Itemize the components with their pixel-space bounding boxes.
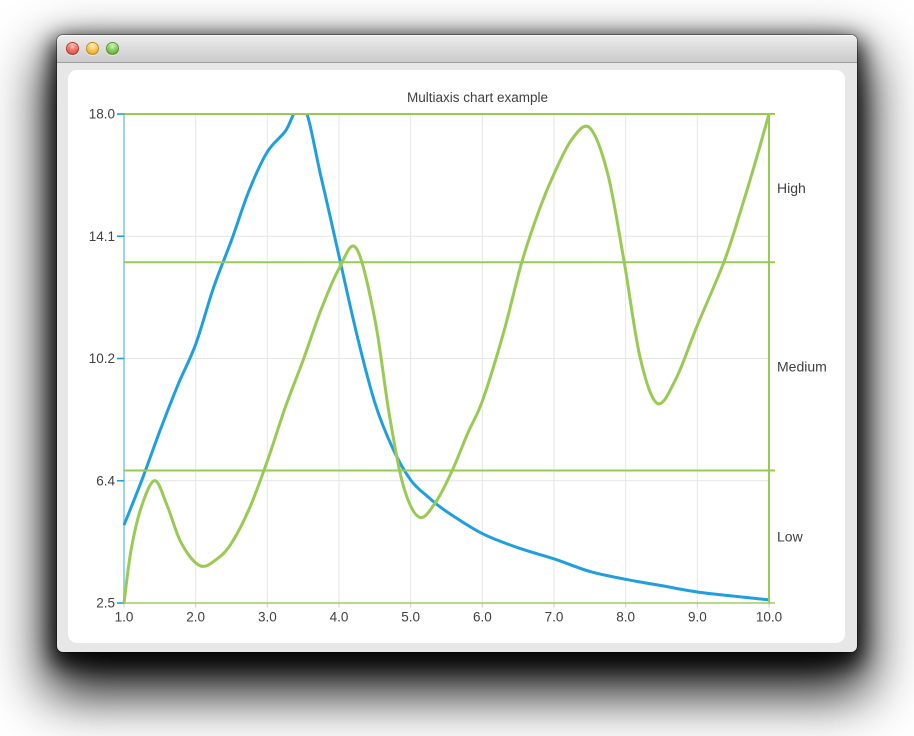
x-tick-label: 1.0 bbox=[115, 610, 134, 625]
category-label: Medium bbox=[777, 358, 827, 374]
series2-line bbox=[122, 114, 771, 604]
y-tick-label: 10.2 bbox=[89, 351, 115, 366]
chart-view: Multiaxis chart example 2.5 6.4 10.2 14.1 18.… bbox=[68, 70, 845, 643]
x-tick-label: 5.0 bbox=[401, 610, 420, 625]
y-tick-label: 18.0 bbox=[89, 107, 115, 122]
y-tick-label: 14.1 bbox=[89, 229, 115, 244]
chart-title: Multiaxis chart example bbox=[407, 90, 548, 105]
x-tick-label: 3.0 bbox=[258, 610, 277, 625]
close-button[interactable] bbox=[66, 42, 79, 55]
category-label: Low bbox=[777, 529, 804, 545]
x-tick-label: 7.0 bbox=[545, 610, 564, 625]
series1-line bbox=[122, 114, 770, 602]
multiaxis-chart: Multiaxis chart example 2.5 6.4 10.2 14.1 18.… bbox=[89, 90, 827, 625]
minimize-button[interactable] bbox=[86, 42, 99, 55]
zoom-button[interactable] bbox=[106, 42, 119, 55]
x-tick-label: 4.0 bbox=[330, 610, 349, 625]
y-tick-label: 6.4 bbox=[96, 473, 115, 488]
x-tick-label: 10.0 bbox=[756, 610, 782, 625]
app-window: Multiaxis chart example 2.5 6.4 10.2 14.1 18.… bbox=[57, 35, 857, 652]
category-label: High bbox=[777, 180, 806, 196]
window-titlebar[interactable] bbox=[57, 35, 857, 63]
y-tick-label: 2.5 bbox=[96, 596, 115, 611]
x-tick-label: 2.0 bbox=[186, 610, 205, 625]
window-content: Multiaxis chart example 2.5 6.4 10.2 14.1 18.… bbox=[57, 63, 857, 652]
window-controls bbox=[66, 42, 126, 55]
x-tick-label: 8.0 bbox=[616, 610, 635, 625]
x-tick-label: 6.0 bbox=[473, 610, 492, 625]
x-tick-label: 9.0 bbox=[688, 610, 707, 625]
